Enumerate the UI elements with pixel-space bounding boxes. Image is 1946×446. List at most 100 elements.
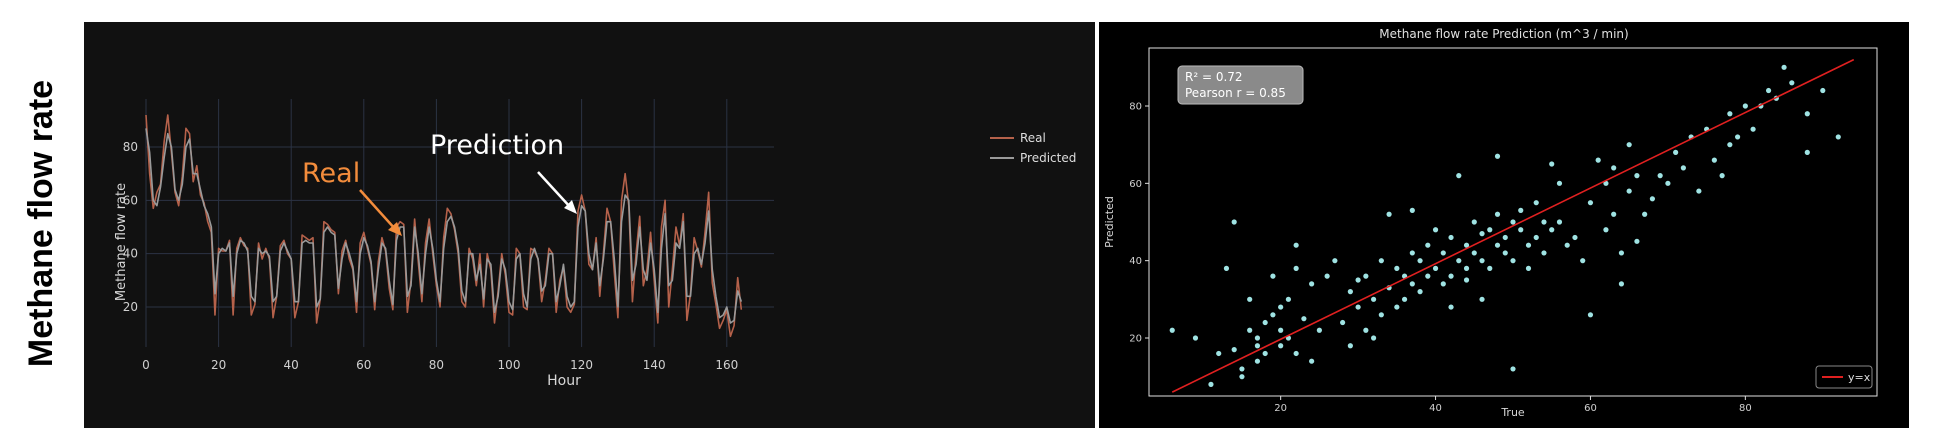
x-tick-label: 140 xyxy=(643,358,666,372)
scatter-point xyxy=(1363,327,1369,333)
annotation-prediction: Prediction xyxy=(430,130,577,214)
scatter-point xyxy=(1727,111,1733,117)
scatter-point xyxy=(1587,200,1594,206)
scatter-point xyxy=(1208,381,1214,387)
scatter-point xyxy=(1332,258,1338,264)
annotation-real-arrowhead xyxy=(388,222,402,236)
fit-line-y-equals-x xyxy=(1171,58,1855,393)
scatter-point xyxy=(1634,238,1640,244)
scatter-point xyxy=(1487,227,1493,233)
scatter-point xyxy=(1835,134,1841,140)
legend-yx-label: y=x xyxy=(1848,371,1871,384)
annotation-real-text: Real xyxy=(302,158,360,189)
x-tick-label: 20 xyxy=(211,358,226,372)
scatter-point xyxy=(1432,227,1439,233)
scatter-point xyxy=(1456,258,1462,264)
scatter-point xyxy=(1448,273,1454,279)
scatter-point xyxy=(1401,296,1408,302)
scatter-point xyxy=(1370,335,1377,341)
row-label-text: Methane flow rate xyxy=(22,79,61,367)
x-tick-label: 160 xyxy=(715,358,738,372)
scatter-point xyxy=(1541,219,1547,225)
y-tick-label: 80 xyxy=(1129,102,1142,113)
scatter-point xyxy=(1734,134,1741,140)
scatter-point xyxy=(1223,265,1230,271)
annotation-real-arrow xyxy=(359,189,397,231)
scatter-point xyxy=(1719,173,1725,179)
scatter-point xyxy=(1239,374,1245,380)
annotation-prediction-arrowhead xyxy=(564,200,577,214)
scatter-point xyxy=(1231,347,1237,353)
scatter-point xyxy=(1456,173,1462,179)
scatter-point xyxy=(1309,358,1315,364)
scatter-point xyxy=(1278,327,1284,333)
scatter-point xyxy=(1696,188,1702,194)
scatter-point xyxy=(1572,234,1578,241)
scatter-point xyxy=(1479,258,1485,264)
scatter-point xyxy=(1765,87,1772,94)
y-tick-label: 20 xyxy=(1129,334,1142,345)
scatter-point xyxy=(1316,327,1322,333)
scatter-point xyxy=(1510,219,1516,225)
scatter-point xyxy=(1711,157,1717,163)
scatter-point xyxy=(1611,165,1617,171)
x-tick-label: 0 xyxy=(142,358,150,372)
y-tick-label: 40 xyxy=(123,247,138,261)
scatter-point xyxy=(1293,265,1299,271)
scatter-point xyxy=(1347,343,1353,349)
scatter-point xyxy=(1293,350,1299,357)
annotation-real: Real xyxy=(302,158,402,236)
scatter-point xyxy=(1789,80,1795,86)
scatter-point xyxy=(1804,149,1810,155)
scatter-point xyxy=(1254,335,1261,341)
scatter-point xyxy=(1727,142,1733,148)
scatter-point xyxy=(1355,304,1361,310)
x-tick-label: 40 xyxy=(284,358,299,372)
scatter-point xyxy=(1471,250,1477,256)
scatter-point xyxy=(1239,366,1245,372)
scatter-point xyxy=(1502,234,1508,241)
scatter-point xyxy=(1378,312,1384,318)
y-tick-label: 60 xyxy=(1129,179,1142,190)
scatter-point xyxy=(1278,343,1284,349)
scatter-point xyxy=(1533,234,1539,241)
scatter-point xyxy=(1278,304,1284,310)
scatter-point xyxy=(1556,219,1563,225)
scatter-point xyxy=(1425,273,1431,279)
scatter-point xyxy=(1417,258,1423,264)
scatter-point xyxy=(1618,281,1625,287)
x-tick-label: 40 xyxy=(1429,403,1442,414)
scatter-point xyxy=(1463,242,1470,248)
x-tick-label: 80 xyxy=(1739,403,1752,414)
scatter-point xyxy=(1440,281,1446,287)
scatter-point xyxy=(1409,207,1415,213)
scatter-point xyxy=(1649,196,1656,202)
scatter-point xyxy=(1487,265,1493,271)
scatter-point xyxy=(1394,265,1400,271)
scatter-point xyxy=(1247,327,1253,333)
scatter-point xyxy=(1301,316,1307,322)
x-tick-label: 60 xyxy=(1584,403,1597,414)
scatter-point xyxy=(1440,250,1446,256)
timeseries-chart: 20 40 60 80 0 20 40 60 80 100 120 140 160 Hour Metha… xyxy=(114,99,1076,389)
scatter-point xyxy=(1742,103,1748,109)
scatter-point xyxy=(1254,343,1261,349)
chart-title: Methane flow rate Prediction (m^3 / min) xyxy=(1379,27,1628,41)
scatter-point xyxy=(1665,180,1671,186)
scatter-point xyxy=(1231,219,1237,225)
stats-pearson: Pearson r = 0.85 xyxy=(1185,86,1286,100)
x-tick-label: 120 xyxy=(570,358,593,372)
legend-box xyxy=(1815,365,1873,389)
scatter-point xyxy=(1340,319,1346,326)
legend: Real Predicted xyxy=(990,131,1076,165)
scatter-point xyxy=(1494,153,1501,159)
scatter-point xyxy=(1347,289,1353,295)
x-axis-label: True xyxy=(1500,406,1525,419)
scatter-point xyxy=(1494,211,1501,217)
scatter-point xyxy=(1262,319,1268,326)
scatter-point xyxy=(1549,161,1555,167)
scatter-point xyxy=(1626,188,1632,194)
scatter-point xyxy=(1448,234,1454,241)
x-tick-label: 80 xyxy=(429,358,444,372)
legend-predicted-label: Predicted xyxy=(1020,151,1076,165)
